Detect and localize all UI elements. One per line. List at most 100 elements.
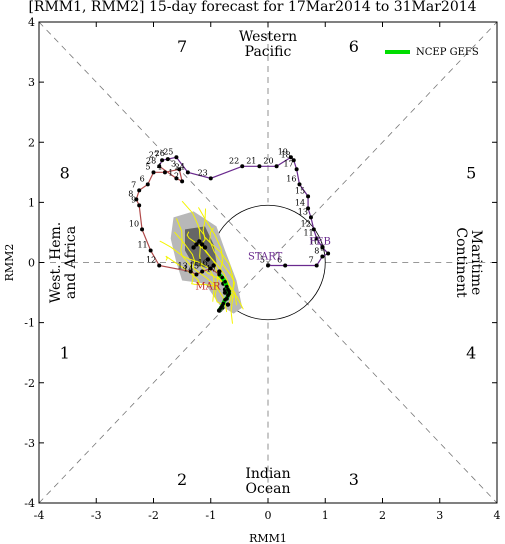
observed-point-label: 27 [149, 150, 159, 159]
observed-point [137, 188, 142, 193]
observed-point [266, 263, 270, 268]
x-tick-label: -2 [148, 509, 159, 522]
observed-point-label: 10 [129, 219, 139, 228]
observed-point-label: 16 [286, 174, 296, 183]
observed-point [177, 167, 182, 172]
ensemble-mean-point [223, 297, 227, 302]
ensemble-member-trace [159, 240, 214, 287]
forecast-point [217, 269, 222, 274]
phase-label: 2 [177, 470, 187, 489]
observed-point [288, 155, 293, 160]
observed-point [311, 227, 316, 232]
observed-point [240, 164, 245, 169]
observed-point-label: 7 [131, 180, 136, 189]
ensemble-mean-point [216, 308, 221, 313]
observed-point [297, 182, 302, 187]
observed-point-label: 3 [171, 159, 176, 168]
observed-point [145, 182, 150, 187]
observed-point [294, 167, 299, 172]
observed-point [160, 158, 165, 163]
observed-point-label: 14 [183, 265, 193, 274]
region-label-right: Continent [453, 227, 469, 298]
x-tick-label: 0 [265, 509, 272, 522]
observed-point [306, 206, 311, 211]
ensemble-member-trace [186, 231, 225, 306]
observed-point-label: 23 [198, 168, 208, 177]
observed-point [257, 164, 262, 169]
forecast-point [202, 245, 208, 250]
phase-label: 4 [466, 344, 476, 363]
observed-point-label: 6 [277, 256, 282, 265]
observed-point [157, 263, 162, 268]
observed-point [326, 251, 331, 256]
observed-point [283, 263, 288, 268]
ensemble-mean-point [220, 275, 224, 280]
observed-point-label: 25 [163, 147, 173, 156]
observed-point-label: 19 [278, 147, 288, 156]
phase-divider-antidiagonal [38, 21, 498, 504]
observed-point-label: 7 [309, 256, 314, 265]
ensemble-mean-point [226, 293, 230, 298]
region-label-top: Western [239, 29, 297, 45]
y-tick-label: 0 [28, 257, 35, 270]
x-tick-label: 4 [494, 509, 501, 522]
observed-point [134, 197, 139, 202]
observed-point [185, 170, 190, 175]
phase-label: 1 [60, 344, 70, 363]
observed-point-label: 24 [175, 162, 185, 171]
forecast-point [225, 302, 231, 307]
ensemble-member-trace [181, 200, 237, 306]
observed-point-label: 15 [189, 262, 199, 271]
forecast-point [194, 242, 199, 247]
region-label-top: Pacific [245, 44, 292, 60]
forecast-point [197, 239, 202, 244]
y-tick-label: -3 [24, 437, 35, 450]
legend: NCEP GEFS [385, 47, 479, 58]
observed-point-label: 12 [301, 219, 311, 228]
annotation-start: START [248, 251, 283, 262]
observed-point-label: 13 [178, 262, 188, 271]
y-axis-title: RMM2 [3, 244, 16, 282]
observed-point-label: 17 [206, 265, 216, 274]
observed-point-label: 8 [314, 246, 319, 255]
page-title: [RMM1, RMM2] 15-day forecast for 17Mar20… [28, 0, 477, 15]
observed-point [162, 170, 167, 175]
phase-label: 3 [349, 470, 359, 489]
observed-point-label: 20 [263, 156, 273, 165]
y-tick-label: 1 [28, 196, 35, 209]
annotation-mar: MAR [195, 282, 220, 293]
observed-point [200, 269, 205, 274]
observed-point-label: 8 [128, 189, 133, 198]
observed-point-label: 11 [303, 228, 313, 237]
observed-point-label: 28 [146, 156, 156, 165]
forecast-point [199, 242, 205, 247]
forecast-point [222, 290, 228, 295]
observed-point [314, 236, 319, 241]
observed-point [151, 170, 156, 175]
observed-point [174, 176, 179, 181]
y-tick-label: 4 [28, 16, 35, 29]
ensemble-mean-point [217, 272, 222, 277]
region-label-left: West. Hem. [48, 222, 64, 303]
observed-point-label: 26 [155, 149, 165, 158]
annotation-feb: FEB [309, 236, 331, 247]
x-tick-label: 2 [379, 509, 386, 522]
forecast-point [211, 263, 216, 268]
observed-point-label: 9 [131, 195, 136, 204]
observed-point-label: 4 [157, 162, 162, 171]
observed-point [165, 157, 170, 162]
observed-point [308, 215, 313, 220]
observed-point [188, 269, 193, 274]
x-tick-label: 3 [436, 509, 443, 522]
observed-point-label: 14 [295, 198, 305, 207]
observed-point [306, 194, 311, 199]
ensemble-mean-point [223, 279, 227, 284]
observed-point-label: 5 [145, 162, 150, 171]
phase-label: 6 [349, 37, 359, 56]
forecast-point [191, 245, 196, 250]
observed-point [140, 227, 145, 232]
observed-point-label: 12 [146, 256, 156, 265]
phase-label: 8 [60, 163, 70, 182]
phase-label: 7 [177, 37, 187, 56]
